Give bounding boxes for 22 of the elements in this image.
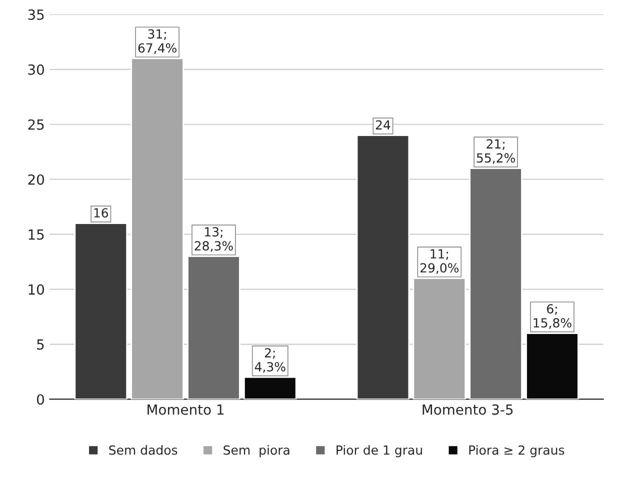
x-tick-label: Momento 3-5 [422, 404, 513, 415]
y-tick-label: 5 [37, 339, 44, 350]
y-tick-label: 15 [28, 229, 44, 240]
data-label: 13; 28,3% [194, 227, 233, 252]
legend-label: Pior de 1 grau [336, 445, 422, 458]
x-tick-label: Momento 1 [148, 404, 224, 415]
data-label: 6; 15,8% [534, 304, 572, 329]
data-label: 11; 29,0% [420, 249, 459, 274]
y-tick-label: 35 [28, 9, 44, 20]
data-label: 16 [94, 208, 108, 218]
legend-label: Sem piora [224, 445, 290, 458]
data-label: 21; 55,2% [476, 139, 515, 164]
data-label: 31; 67,4% [138, 29, 176, 54]
y-tick-label: 10 [28, 284, 44, 295]
data-label: 24 [376, 120, 390, 130]
y-tick-label: 30 [28, 64, 44, 75]
y-tick-label: 20 [28, 174, 44, 185]
data-label: 2; 4,3% [254, 348, 286, 373]
y-tick-label: 0 [36, 394, 44, 405]
y-tick-label: 25 [28, 119, 44, 130]
legend-label: Piora ≥ 2 graus [469, 445, 564, 458]
legend-label: Sem dados [109, 445, 178, 455]
